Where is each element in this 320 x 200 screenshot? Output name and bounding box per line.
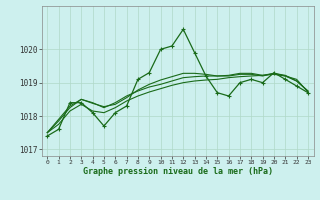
- X-axis label: Graphe pression niveau de la mer (hPa): Graphe pression niveau de la mer (hPa): [83, 167, 273, 176]
